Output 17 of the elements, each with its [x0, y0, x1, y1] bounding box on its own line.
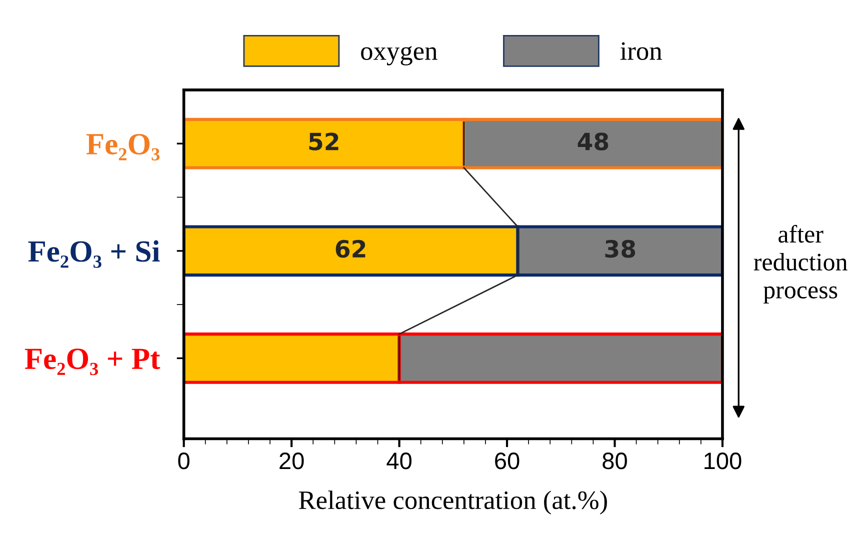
x-tick-label: 60 — [495, 452, 520, 470]
data-label: 48 — [578, 132, 608, 150]
x-tick-label: 80 — [602, 452, 627, 470]
x-tick-label: 0 — [178, 452, 190, 470]
x-axis-title: Relative concentration (at.%) — [298, 490, 607, 515]
data-label: 38 — [605, 240, 636, 258]
y-tick-label: Fe₂O₃ + Si — [28, 240, 160, 268]
text: after reduction process — [754, 224, 848, 304]
x-tick-label: 20 — [280, 452, 304, 470]
y-tick-label: Fe₂O₃ — [86, 134, 160, 161]
x-tick-label: 40 — [386, 452, 412, 470]
x-tick-label: 100 — [704, 452, 742, 470]
legend-label: oxygen — [361, 46, 438, 66]
legend-label: iron — [620, 42, 662, 60]
data-label: 62 — [336, 240, 366, 258]
data-label: 52 — [309, 132, 338, 150]
y-tick-label: Fe₂O₃ + Pt — [24, 348, 160, 376]
